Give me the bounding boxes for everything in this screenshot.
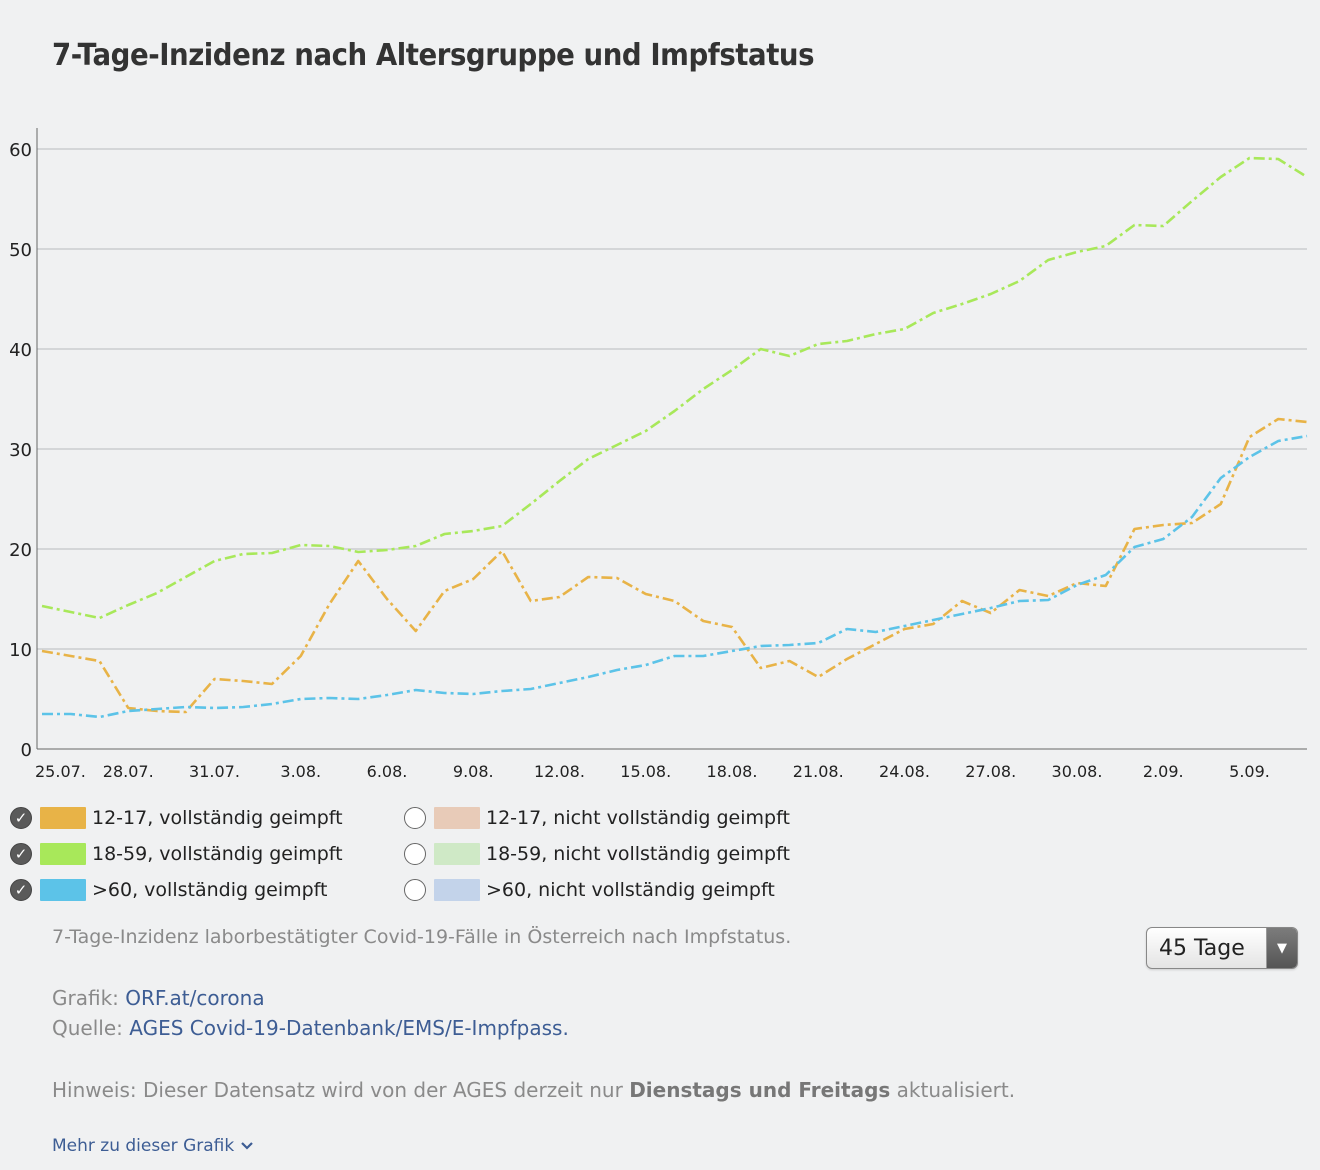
legend-item[interactable]: ✓ 18-59, vollständig geimpft	[10, 840, 343, 868]
more-link[interactable]: Mehr zu dieser Grafik	[52, 1136, 254, 1156]
y-tick-label: 10	[9, 640, 32, 661]
legend-swatch	[40, 879, 86, 901]
credit-quelle: Quelle: AGES Covid-19-Datenbank/EMS/E-Im…	[52, 1016, 569, 1040]
x-tick-label: 15.08.	[620, 762, 671, 781]
x-tick-label: 30.08.	[1052, 762, 1103, 781]
legend-item[interactable]: >60, nicht vollständig geimpft	[404, 876, 775, 904]
legend-item[interactable]: 18-59, nicht vollständig geimpft	[404, 840, 790, 868]
legend-item[interactable]: ✓ >60, vollständig geimpft	[10, 876, 327, 904]
legend-swatch	[434, 843, 480, 865]
range-select[interactable]: 45 Tage ▼	[1146, 927, 1298, 969]
update-note: Hinweis: Dieser Datensatz wird von der A…	[52, 1078, 1015, 1102]
y-tick-label: 50	[9, 240, 32, 261]
check-icon: ✓	[14, 808, 28, 827]
check-icon: ✓	[14, 880, 28, 899]
legend-checkbox[interactable]	[404, 807, 426, 829]
legend-checkbox[interactable]	[404, 843, 426, 865]
legend-label: 12-17, nicht vollständig geimpft	[486, 807, 790, 829]
y-axis-ticks: 0 10 20 30 40 50 60	[9, 140, 32, 761]
legend-swatch	[434, 807, 480, 829]
legend-label: >60, nicht vollständig geimpft	[486, 879, 775, 901]
note-bold: Dienstags und Freitags	[629, 1078, 891, 1102]
legend-checkbox[interactable]: ✓	[10, 879, 32, 901]
series-lines	[41, 156, 1308, 719]
credit-quelle-link[interactable]: AGES Covid-19-Datenbank/EMS/E-Impfpass.	[129, 1016, 569, 1040]
legend-label: >60, vollständig geimpft	[92, 879, 328, 901]
range-select-value: 45 Tage	[1159, 935, 1245, 961]
x-tick-label: 25.07.	[35, 762, 86, 781]
x-tick-label: 6.08.	[367, 762, 408, 781]
legend-label: 18-59, vollständig geimpft	[92, 843, 343, 865]
series-line	[41, 417, 1308, 714]
chart-description: 7-Tage-Inzidenz laborbestätigter Covid-1…	[52, 926, 792, 948]
legend-swatch	[40, 843, 86, 865]
x-tick-label: 12.08.	[534, 762, 585, 781]
legend-label: 18-59, nicht vollständig geimpft	[486, 843, 790, 865]
series-line	[42, 434, 1308, 719]
x-axis-ticks: 25.07. 28.07. 31.07. 3.08. 6.08. 9.08. 12.08. 1…	[35, 762, 1270, 781]
credit-quelle-label: Quelle:	[52, 1016, 123, 1040]
x-tick-label: 5.09.	[1229, 762, 1270, 781]
x-tick-label: 28.07.	[103, 762, 154, 781]
x-tick-label: 2.09.	[1143, 762, 1184, 781]
x-tick-label: 9.08.	[453, 762, 494, 781]
legend-checkbox[interactable]: ✓	[10, 807, 32, 829]
line-chart: 0 10 20 30 40 50 60 25.07. 28.07. 31.07. 3.08. 6.0…	[9, 128, 1308, 781]
grid-lines	[37, 148, 1307, 650]
chart-title: 7-Tage-Inzidenz nach Altersgruppe und Im…	[52, 38, 815, 73]
legend-swatch	[40, 807, 86, 829]
credit-grafik-link[interactable]: ORF.at/corona	[125, 986, 265, 1010]
series-line	[41, 156, 1308, 620]
credit-grafik: Grafik: ORF.at/corona	[52, 986, 265, 1010]
x-tick-label: 3.08.	[280, 762, 321, 781]
y-tick-label: 30	[9, 440, 32, 461]
x-tick-label: 24.08.	[879, 762, 930, 781]
y-tick-label: 40	[9, 340, 32, 361]
note-suffix: aktualisiert.	[896, 1078, 1016, 1102]
legend-checkbox[interactable]	[404, 879, 426, 901]
legend-item[interactable]: 12-17, nicht vollständig geimpft	[404, 804, 790, 832]
y-tick-label: 20	[9, 540, 32, 561]
x-tick-label: 31.07.	[189, 762, 240, 781]
note-prefix: Hinweis: Dieser Datensatz wird von der A…	[52, 1078, 623, 1102]
legend-swatch	[434, 879, 480, 901]
x-tick-label: 18.08.	[707, 762, 758, 781]
y-tick-label: 0	[21, 740, 32, 761]
credit-grafik-label: Grafik:	[52, 986, 119, 1010]
check-icon: ✓	[14, 844, 28, 863]
legend-item[interactable]: ✓ 12-17, vollständig geimpft	[10, 804, 343, 832]
y-tick-label: 60	[9, 140, 32, 161]
chevron-down-icon	[240, 1142, 253, 1150]
legend-checkbox[interactable]: ✓	[10, 843, 32, 865]
x-tick-label: 21.08.	[793, 762, 844, 781]
more-link-label: Mehr zu dieser Grafik	[52, 1136, 235, 1156]
dropdown-arrow-icon: ▼	[1266, 928, 1297, 968]
x-tick-label: 27.08.	[965, 762, 1016, 781]
legend-label: 12-17, vollständig geimpft	[92, 807, 343, 829]
